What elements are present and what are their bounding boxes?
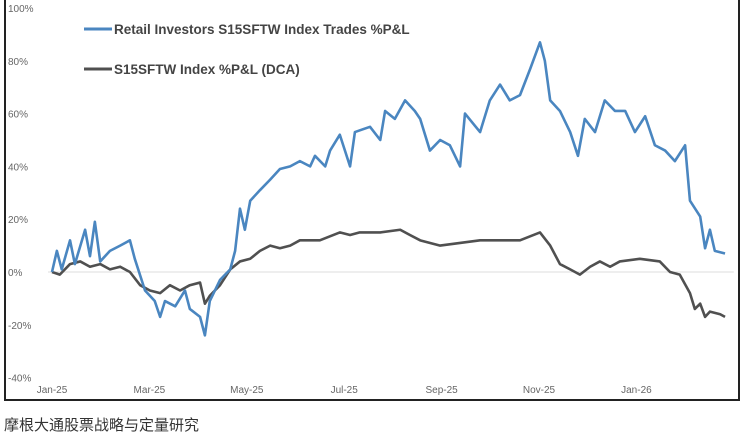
y-tick-label: 100% [8, 4, 34, 15]
y-tick-label: 0% [8, 268, 23, 279]
x-tick-label: Jan-25 [37, 385, 68, 396]
series-line-dca [51, 228, 726, 319]
source-caption: 摩根大通股票战略与定量研究 [4, 416, 200, 434]
chart-frame [4, 0, 740, 401]
y-tick-label: 60% [8, 110, 28, 121]
legend-label-retail: Retail Investors S15SFTW Index Trades %P… [114, 22, 410, 37]
y-tick-label: -40% [8, 374, 31, 385]
x-tick-label: Jul-25 [331, 385, 359, 396]
x-tick-label: Mar-25 [134, 385, 166, 396]
y-tick-label: -20% [8, 321, 31, 332]
legend: Retail Investors S15SFTW Index Trades %P… [84, 22, 410, 77]
x-tick-label: Jan-26 [621, 385, 652, 396]
x-tick-label: May-25 [230, 385, 264, 396]
y-tick-label: 40% [8, 162, 28, 173]
line-chart: 100% 80% 60% 40% 20% 0% -20% -40% Jan-25 Mar-25 M… [8, 4, 734, 396]
x-tick-label: Sep-25 [425, 385, 458, 396]
x-tick-label: Nov-25 [523, 385, 556, 396]
y-tick-label: 20% [8, 215, 28, 226]
legend-label-dca: S15SFTW Index %P&L (DCA) [114, 62, 300, 77]
y-tick-label: 80% [8, 57, 28, 68]
series-line-retail [50, 41, 726, 337]
